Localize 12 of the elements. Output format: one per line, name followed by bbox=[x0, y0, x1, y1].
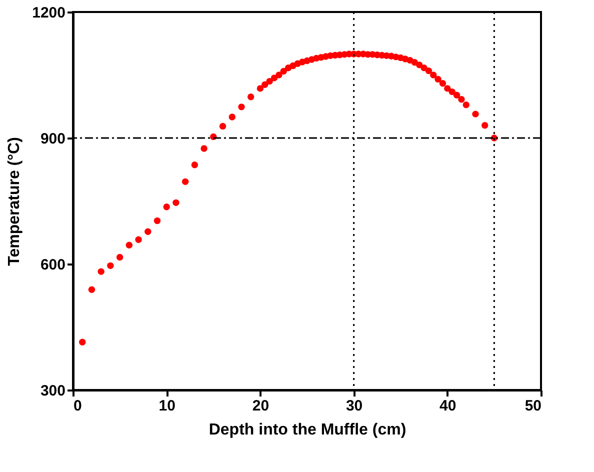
x-axis-title: Depth into the Muffle (cm) bbox=[208, 422, 406, 438]
y-tick-label: 1200 bbox=[32, 4, 66, 22]
y-tick-label: 900 bbox=[40, 130, 66, 148]
x-tick-label: 20 bbox=[252, 398, 270, 414]
x-tick-label: 40 bbox=[440, 398, 456, 414]
y-tick-label: 300 bbox=[40, 382, 66, 400]
y-tick-label: 600 bbox=[40, 256, 66, 274]
x-tick-label: 50 bbox=[524, 398, 542, 414]
x-tick-label: 10 bbox=[158, 398, 176, 414]
y-axis-title: Temperature (°C) bbox=[6, 137, 24, 266]
x-tick-label: 0 bbox=[74, 398, 82, 414]
x-tick-label: 30 bbox=[346, 398, 363, 414]
